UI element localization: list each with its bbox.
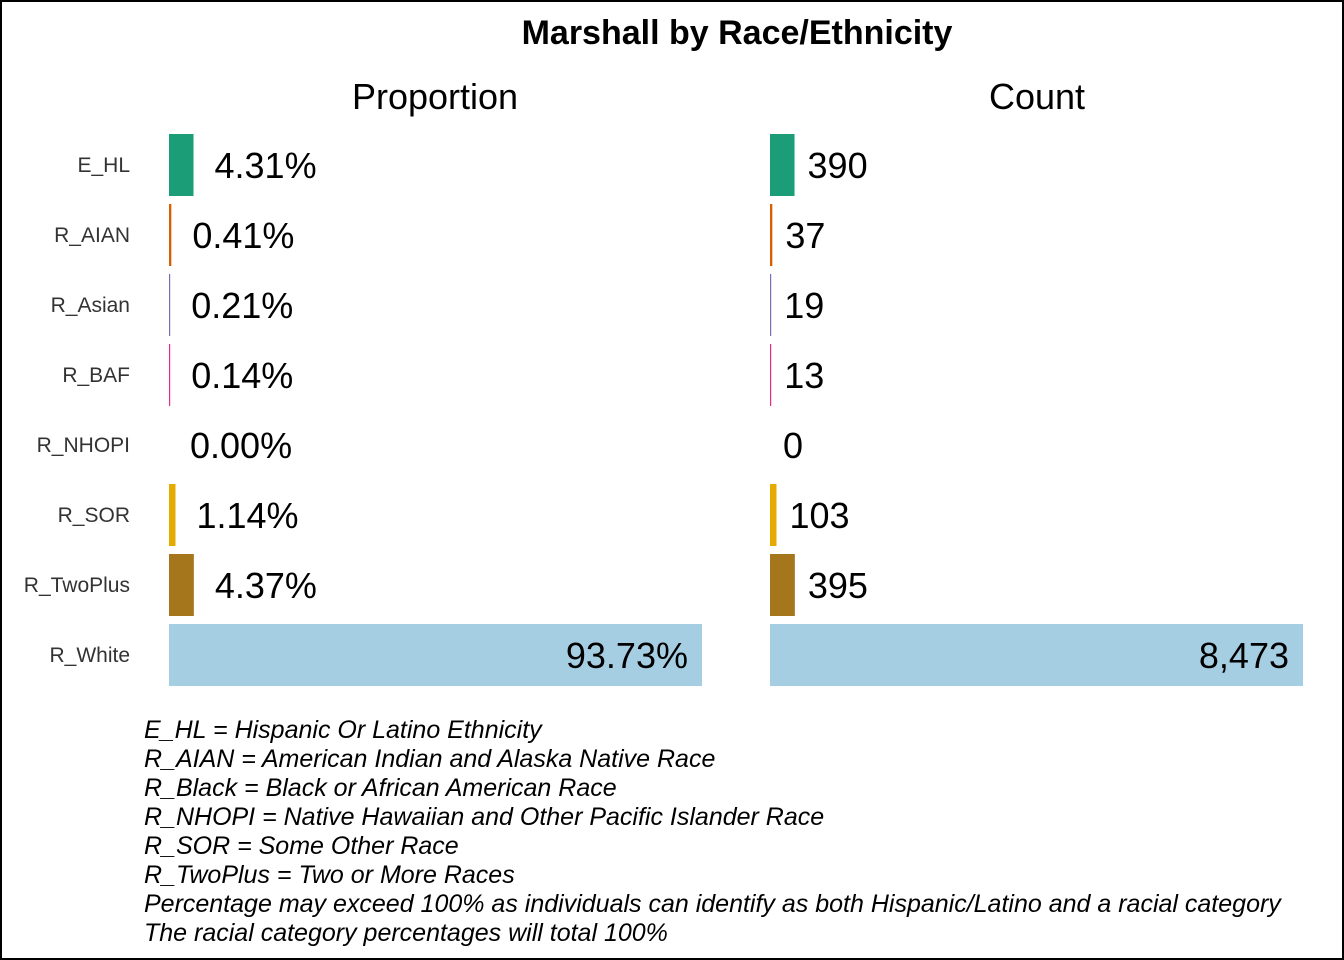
data-label: 4.31% — [215, 145, 317, 186]
category-labels: E_HL R_AIAN R_Asian R_BAF R_NHOPI R_SOR R_TwoP… — [24, 154, 130, 667]
bar-proportion-e-hl — [169, 134, 194, 196]
bar-count-r-white — [770, 624, 1303, 686]
footnote: The racial category percentages will tot… — [144, 919, 668, 947]
chart-title: Marshall by Race/Ethnicity — [522, 14, 953, 52]
footnote: Percentage may exceed 100% as individual… — [144, 890, 1281, 918]
data-label: 1.14% — [196, 495, 298, 536]
data-label: 0.21% — [191, 285, 293, 326]
count-panel: 390 37 19 13 0 103 395 8,473 — [770, 134, 1303, 686]
category-label: R_BAF — [62, 364, 130, 387]
category-label: R_SOR — [58, 504, 130, 527]
proportion-panel: 4.31% 0.41% 0.21% 0.14% 0.00% 1.14% 4.37% 93.73… — [169, 134, 702, 686]
bar-count-r-baf — [770, 344, 772, 406]
data-label: 37 — [785, 215, 825, 256]
data-label: 0.14% — [191, 355, 293, 396]
data-label: 390 — [808, 145, 868, 186]
data-label: 0 — [783, 425, 803, 466]
data-label: 0.00% — [190, 425, 292, 466]
bar-count-r-aian — [770, 204, 773, 266]
bar-proportion-r-baf — [169, 344, 171, 406]
category-label: R_NHOPI — [37, 434, 130, 457]
data-label: 0.41% — [192, 215, 294, 256]
data-label: 93.73% — [566, 635, 688, 676]
category-label: R_AIAN — [54, 224, 130, 247]
data-label: 395 — [808, 565, 868, 606]
category-label: R_Asian — [51, 294, 130, 317]
footnote: R_TwoPlus = Two or More Races — [144, 861, 515, 889]
panel-title-proportion: Proportion — [352, 76, 518, 117]
footnote: E_HL = Hispanic Or Latino Ethnicity — [144, 716, 542, 744]
bar-proportion-r-sor — [169, 484, 176, 546]
footnotes: E_HL = Hispanic Or Latino Ethnicity R_AI… — [144, 716, 1340, 948]
category-label: E_HL — [77, 154, 130, 177]
category-label: R_White — [49, 644, 130, 667]
bar-count-r-asian — [770, 274, 772, 336]
chart-svg: Marshall by Race/Ethnicity Proportion Co… — [24, 14, 1303, 686]
footnote: R_SOR = Some Other Race — [144, 832, 459, 860]
bar-proportion-r-white — [169, 624, 702, 686]
data-label: 13 — [784, 355, 824, 396]
category-label: R_TwoPlus — [24, 574, 130, 597]
bar-count-e-hl — [770, 134, 795, 196]
footnote: R_NHOPI = Native Hawaiian and Other Paci… — [144, 803, 825, 831]
panel-title-count: Count — [989, 76, 1085, 117]
footnote: R_Black = Black or African American Race — [144, 774, 617, 802]
data-label: 8,473 — [1199, 635, 1289, 676]
bar-count-r-twoplus — [770, 554, 795, 616]
bar-count-r-sor — [770, 484, 777, 546]
bar-proportion-r-asian — [169, 274, 171, 336]
data-label: 4.37% — [215, 565, 317, 606]
bar-proportion-r-aian — [169, 204, 172, 266]
bar-proportion-r-twoplus — [169, 554, 194, 616]
data-label: 19 — [784, 285, 824, 326]
footnote: R_AIAN = American Indian and Alaska Nati… — [144, 745, 716, 773]
data-label: 103 — [789, 495, 849, 536]
